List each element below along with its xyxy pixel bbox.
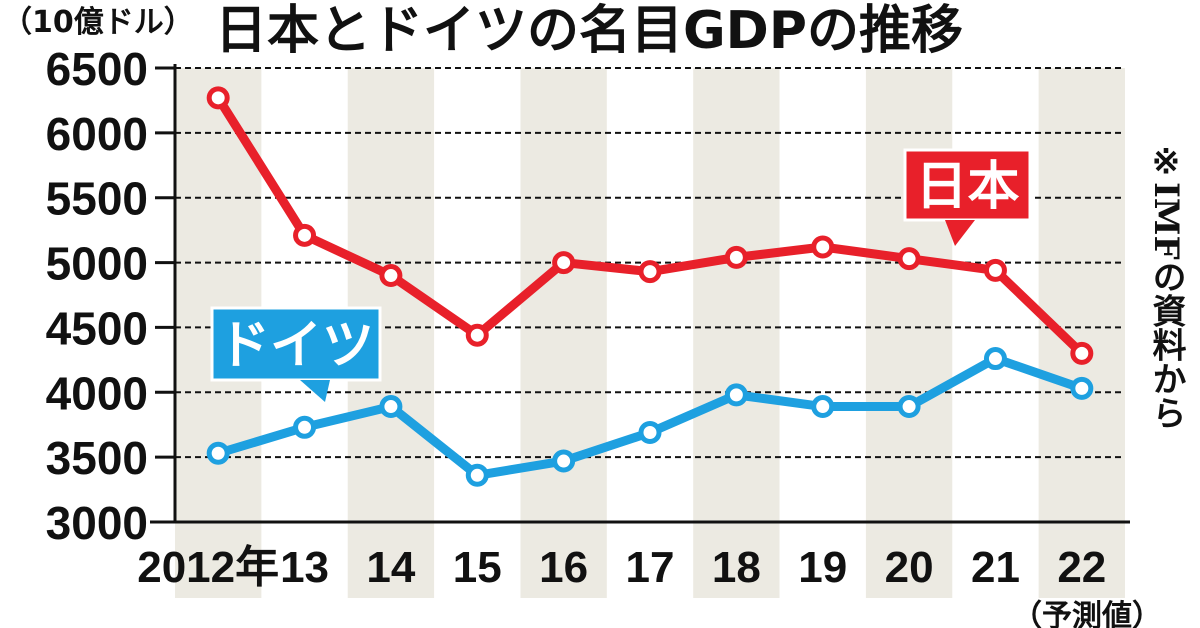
x-tick-label: 20 [885, 543, 934, 592]
x-tick-label: 18 [712, 543, 761, 592]
data-point [638, 260, 662, 284]
data-point [724, 245, 748, 269]
data-point [983, 258, 1007, 282]
y-tick-label: 4500 [46, 302, 148, 354]
series-label: ドイツ [218, 316, 374, 376]
y-tick-label: 5500 [46, 173, 148, 225]
data-point [465, 463, 489, 487]
data-point [465, 323, 489, 347]
x-tick-label: 19 [798, 543, 847, 592]
data-point [379, 395, 403, 419]
band-4 [520, 68, 607, 598]
forecast-note: （予測値） [1012, 599, 1162, 628]
x-tick-label: 17 [626, 543, 675, 592]
data-point [897, 395, 921, 419]
y-tick-label: 6500 [46, 43, 148, 95]
series-label: 日本 [915, 157, 1019, 217]
x-tick-label: 21 [971, 543, 1020, 592]
unit-label: （10億ドル） [2, 5, 194, 40]
y-tick-label: 3500 [46, 432, 148, 484]
data-point [206, 441, 230, 465]
band-8 [865, 68, 953, 598]
alternating-bands [175, 68, 1125, 598]
series-layer [206, 86, 1094, 487]
callout-tail-0 [945, 220, 975, 246]
y-tick-label: 5000 [46, 238, 148, 290]
data-point [552, 251, 576, 275]
x-tick-label: 15 [453, 543, 502, 592]
y-tick-label: 6000 [46, 108, 148, 160]
band-6 [693, 68, 780, 598]
data-point [206, 86, 230, 110]
data-point [897, 247, 921, 271]
x-tick-label: 16 [539, 543, 588, 592]
data-point [1070, 341, 1094, 365]
x-tick-label: 2012年 [137, 543, 279, 592]
data-point [811, 235, 835, 259]
data-point [638, 420, 662, 444]
x-tick-label: 13 [280, 543, 329, 592]
x-tick-label: 14 [366, 543, 415, 592]
chart-title: 日本とドイツの名目GDPの推移 [215, 1, 963, 61]
data-point [724, 383, 748, 407]
callout-tail-1 [300, 380, 330, 402]
y-tick-labels: 6500 6000 5500 5000 4500 4000 3500 3000 [46, 43, 175, 549]
data-point [293, 223, 317, 247]
y-tick-label: 3000 [46, 497, 148, 549]
data-point [379, 264, 403, 288]
source-note: ※IMFの資料から [1146, 142, 1186, 430]
data-point [983, 347, 1007, 371]
data-point [293, 415, 317, 439]
y-tick-label: 4000 [46, 367, 148, 419]
x-tick-labels: 2012年 13 14 15 16 17 18 19 20 21 22 [137, 543, 1106, 592]
band-10 [1038, 68, 1125, 598]
callout-box-1 [210, 306, 382, 382]
axes [150, 64, 1130, 524]
data-point [552, 449, 576, 473]
data-point [811, 395, 835, 419]
data-point [1070, 376, 1094, 400]
x-tick-label: 22 [1057, 543, 1106, 592]
